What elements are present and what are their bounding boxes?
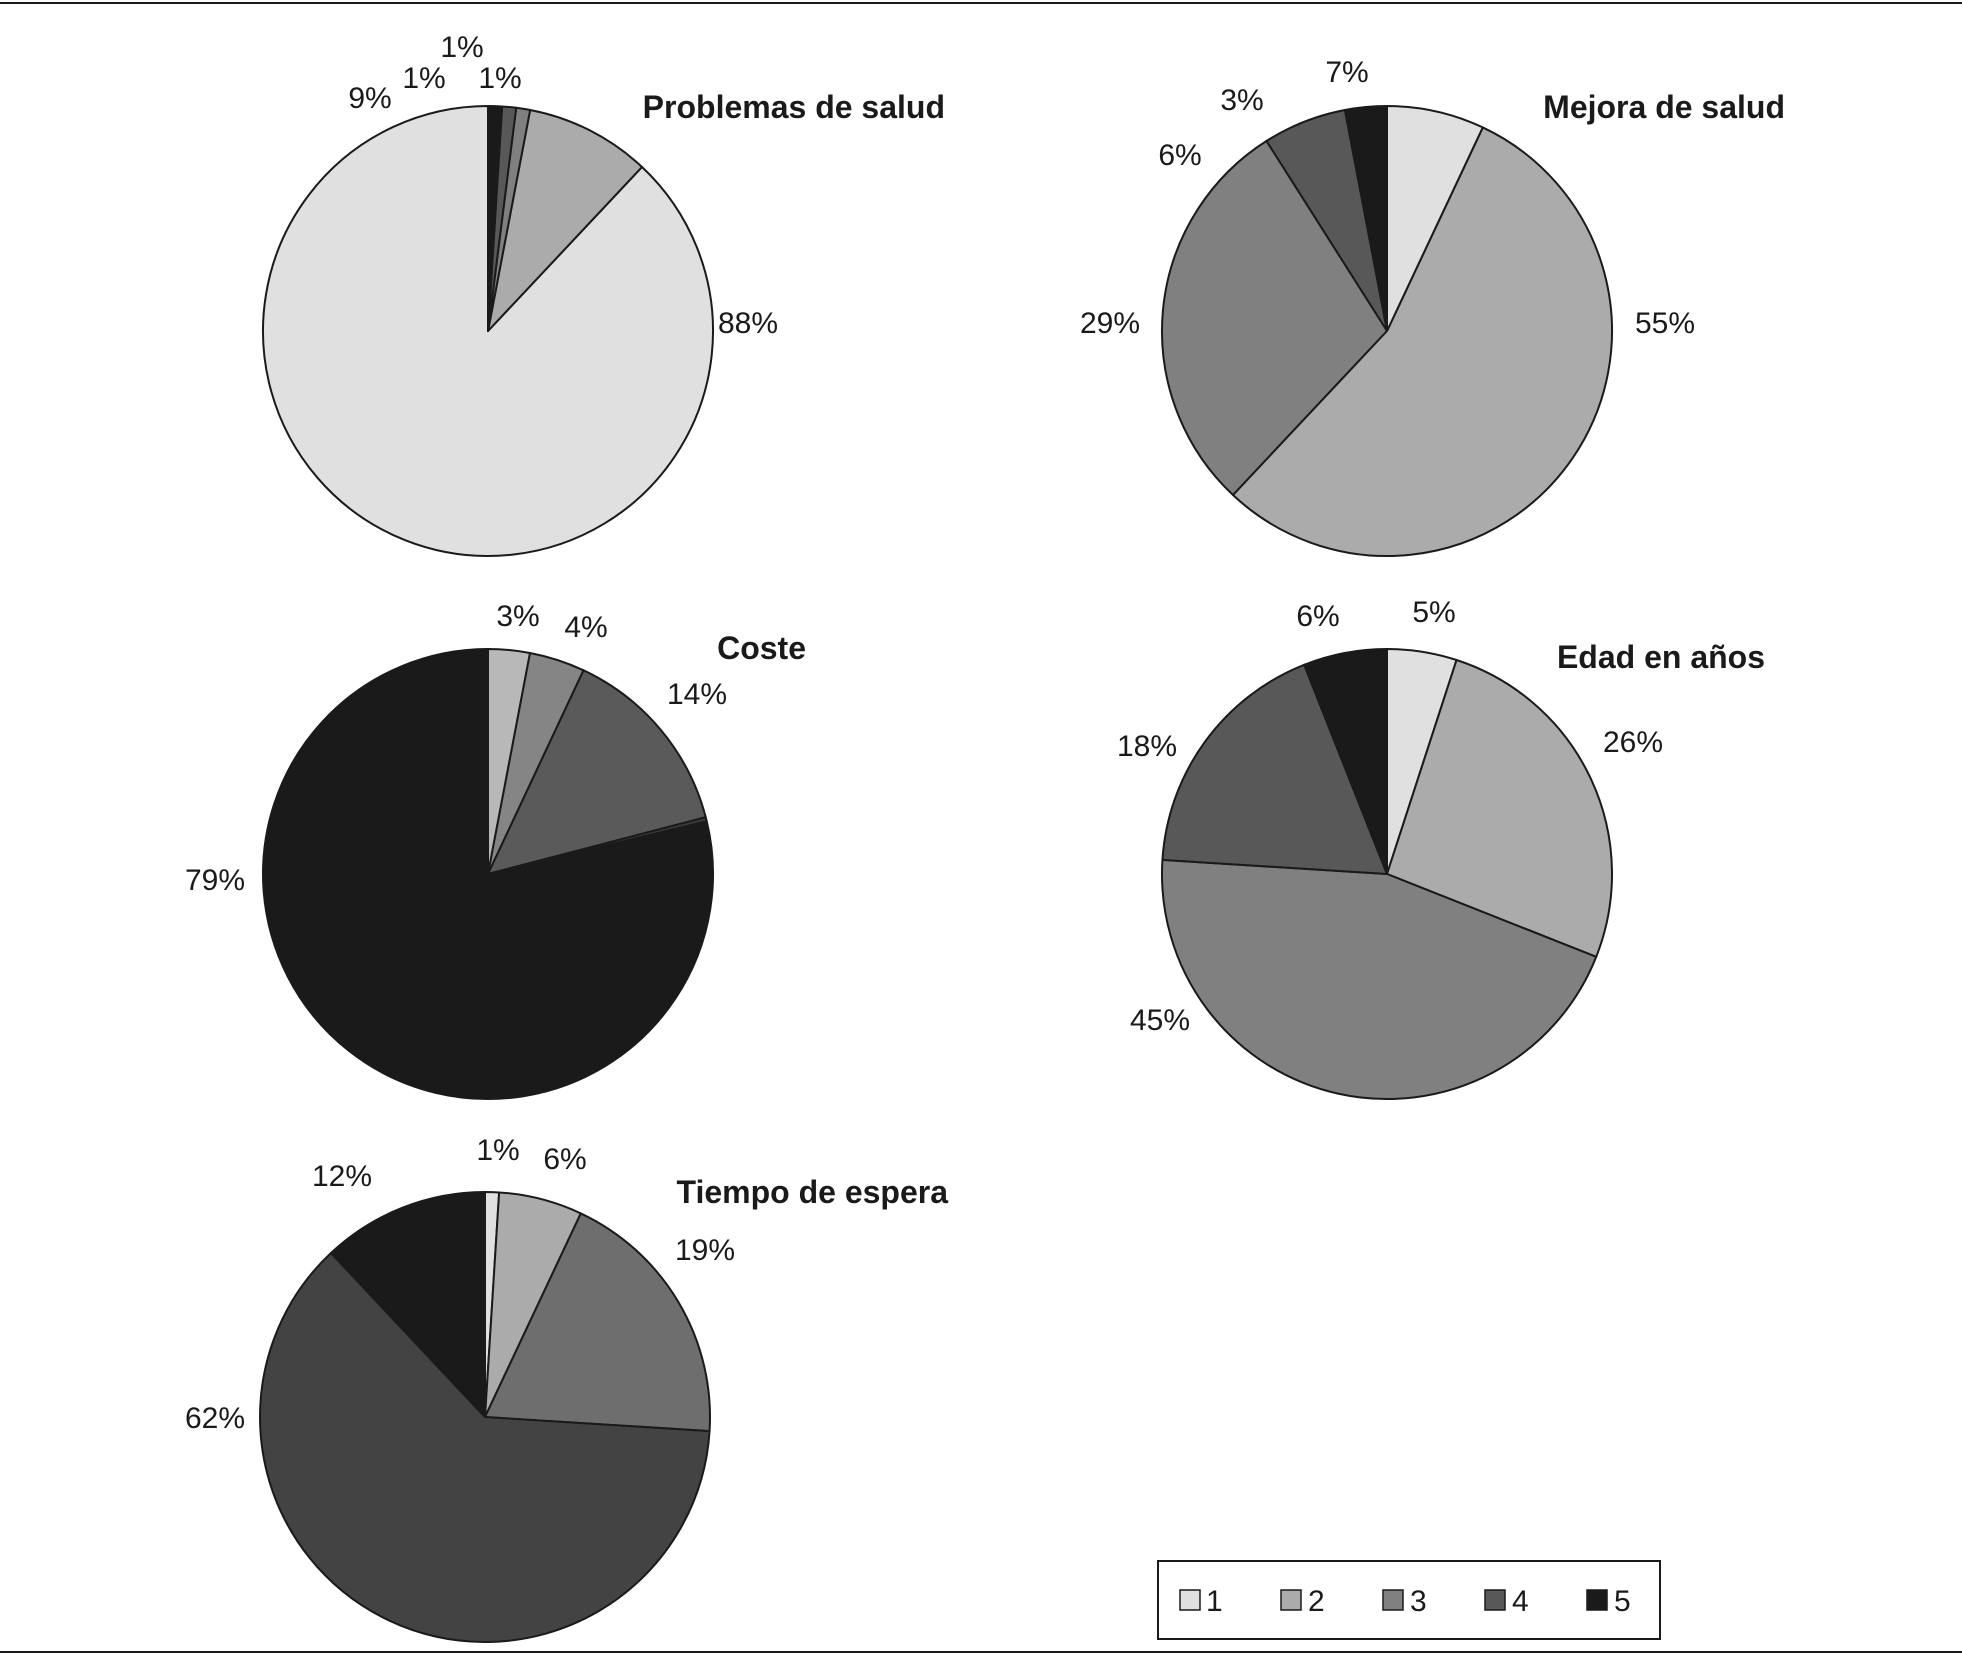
- pie-label-tiempo-de-espera-2: 6%: [543, 1143, 586, 1176]
- pie-label-problemas-de-salud-4: 1%: [440, 31, 483, 64]
- pie-label-problemas-de-salud-3: 1%: [402, 62, 445, 95]
- pie-label-mejora-de-salud-2: 55%: [1635, 307, 1695, 340]
- pie-label-edad-en-anos-2: 26%: [1603, 726, 1663, 759]
- pie-label-edad-en-anos-3: 45%: [1130, 1004, 1190, 1037]
- pie-slice-edad-en-anos-4: [1161, 663, 1388, 875]
- legend-swatch-4: [1484, 1589, 1506, 1611]
- legend-swatch-3: [1382, 1589, 1404, 1611]
- legend-label-1: 1: [1206, 1585, 1223, 1618]
- pie-slice-coste-3: [487, 669, 707, 875]
- legend-label-3: 3: [1410, 1585, 1427, 1618]
- pie-title-mejora-de-salud: Mejora de salud: [1543, 89, 1785, 125]
- pie-title-tiempo-de-espera: Tiempo de espera: [676, 1174, 948, 1210]
- pie-slice-tiempo-de-espera-4: [259, 1251, 711, 1643]
- legend-swatch-1: [1179, 1589, 1201, 1611]
- pie-label-edad-en-anos-4: 18%: [1117, 730, 1177, 763]
- pie-slice-tiempo-de-espera-3: [484, 1212, 711, 1433]
- pie-label-mejora-de-salud-1: 7%: [1325, 56, 1368, 89]
- pie-slice-problemas-de-salud-2: [487, 108, 644, 332]
- pie-title-edad-en-anos: Edad en años: [1557, 639, 1765, 675]
- pie-label-tiempo-de-espera-4: 62%: [185, 1402, 245, 1435]
- pie-label-problemas-de-salud-1: 88%: [718, 307, 778, 340]
- legend-swatch-2: [1280, 1589, 1302, 1611]
- pie-label-edad-en-anos-5: 6%: [1296, 600, 1339, 633]
- pie-label-coste-3: 14%: [667, 678, 727, 711]
- pie-slice-mejora-de-salud-3: [1161, 140, 1388, 497]
- pie-title-coste: Coste: [717, 630, 806, 666]
- pie-slice-tiempo-de-espera-5: [329, 1191, 486, 1418]
- pie-label-problemas-de-salud-2: 9%: [348, 82, 391, 115]
- legend-label-4: 4: [1512, 1585, 1529, 1618]
- pie-slice-edad-en-anos-3: [1161, 858, 1598, 1100]
- pie-title-problemas-de-salud: Problemas de salud: [643, 89, 945, 125]
- pie-label-tiempo-de-espera-5: 12%: [312, 1160, 372, 1193]
- pie-label-edad-en-anos-1: 5%: [1412, 596, 1455, 629]
- pie-slice-mejora-de-salud-1: [1386, 105, 1484, 332]
- pie-label-mejora-de-salud-3: 29%: [1080, 307, 1140, 340]
- pie-slice-edad-en-anos-5: [1303, 648, 1388, 875]
- legend-label-2: 2: [1308, 1585, 1325, 1618]
- pie-label-mejora-de-salud-4: 6%: [1158, 139, 1201, 172]
- pie-slice-edad-en-anos-2: [1386, 659, 1613, 958]
- pie-label-tiempo-de-espera-3: 19%: [675, 1234, 735, 1267]
- pie-label-problemas-de-salud-5: 1%: [478, 62, 521, 95]
- pie-label-tiempo-de-espera-1: 1%: [476, 1134, 519, 1167]
- pie-slice-mejora-de-salud-2: [1231, 126, 1613, 557]
- pie-label-mejora-de-salud-5: 3%: [1220, 84, 1263, 117]
- legend-swatch-5: [1586, 1589, 1608, 1611]
- pie-slice-coste-5: [262, 648, 714, 1100]
- pie-label-coste-1: 3%: [496, 600, 539, 633]
- legend-label-5: 5: [1614, 1585, 1631, 1618]
- pie-slice-problemas-de-salud-5: [487, 104, 504, 332]
- legend-frame: [1157, 1560, 1661, 1640]
- pie-label-coste-5: 79%: [185, 864, 245, 897]
- pie-label-coste-2: 4%: [564, 611, 607, 644]
- pies-group: 88%9%1%1%1% 7%55%29%6%3%3% 4%14%79%5%26%45…: [185, 31, 1695, 1643]
- legend: 1 2 3 4 5: [1157, 1560, 1661, 1640]
